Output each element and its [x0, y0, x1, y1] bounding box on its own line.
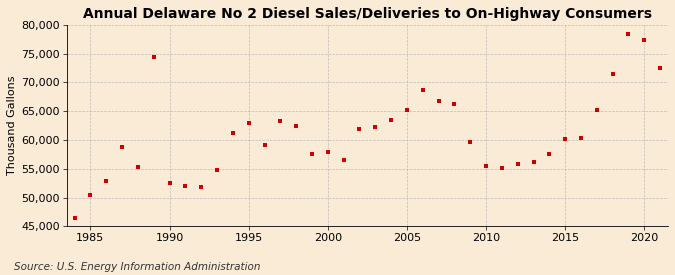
- Point: [608, 72, 618, 76]
- Point: [164, 181, 175, 185]
- Point: [370, 125, 381, 130]
- Point: [655, 66, 666, 70]
- Point: [243, 120, 254, 125]
- Point: [402, 108, 412, 112]
- Point: [623, 32, 634, 36]
- Point: [85, 192, 96, 197]
- Point: [275, 119, 286, 123]
- Point: [497, 166, 508, 170]
- Point: [101, 179, 111, 184]
- Point: [212, 168, 223, 172]
- Point: [449, 102, 460, 106]
- Point: [117, 145, 128, 150]
- Point: [338, 158, 349, 162]
- Point: [591, 108, 602, 112]
- Point: [323, 149, 333, 154]
- Point: [180, 184, 191, 188]
- Point: [433, 99, 444, 104]
- Point: [196, 185, 207, 189]
- Point: [148, 55, 159, 59]
- Title: Annual Delaware No 2 Diesel Sales/Deliveries to On-Highway Consumers: Annual Delaware No 2 Diesel Sales/Delive…: [83, 7, 652, 21]
- Point: [306, 152, 317, 156]
- Point: [70, 216, 80, 220]
- Point: [512, 161, 523, 166]
- Point: [560, 137, 570, 142]
- Point: [576, 136, 587, 140]
- Text: Source: U.S. Energy Information Administration: Source: U.S. Energy Information Administ…: [14, 262, 260, 272]
- Point: [259, 142, 270, 147]
- Point: [544, 152, 555, 156]
- Point: [528, 160, 539, 164]
- Point: [132, 165, 143, 169]
- Point: [354, 126, 365, 131]
- Point: [481, 164, 491, 168]
- Point: [639, 38, 650, 42]
- Point: [385, 118, 396, 122]
- Point: [465, 139, 476, 144]
- Point: [291, 123, 302, 128]
- Y-axis label: Thousand Gallons: Thousand Gallons: [7, 76, 17, 175]
- Point: [227, 131, 238, 135]
- Point: [417, 88, 428, 92]
